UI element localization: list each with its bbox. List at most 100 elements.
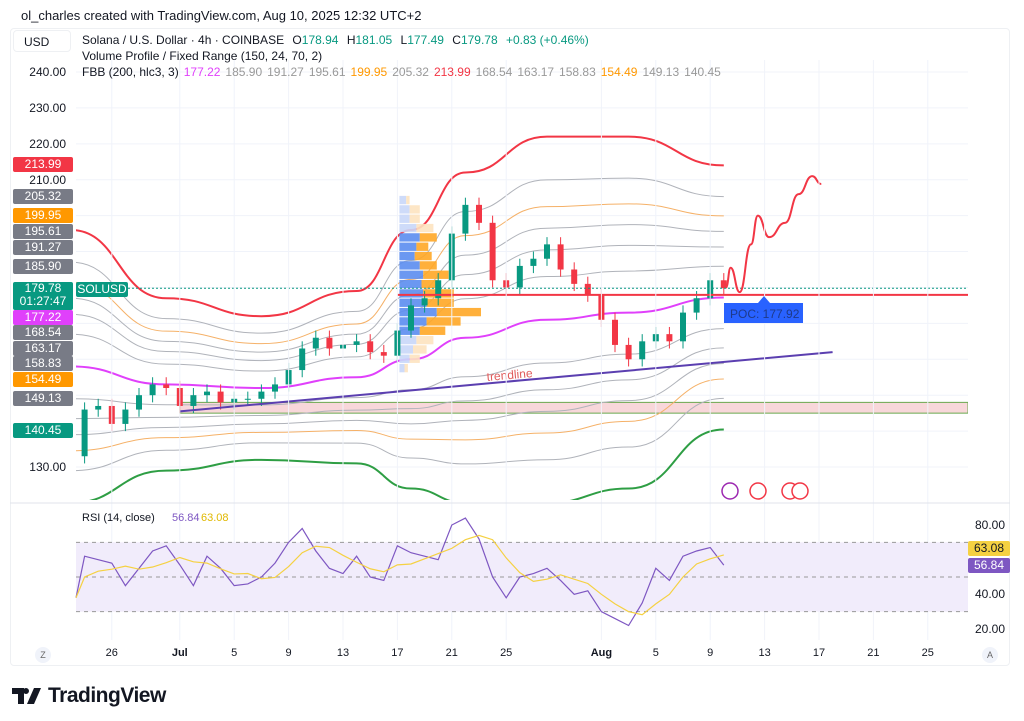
- volume-profile-down-bar: [409, 214, 420, 223]
- volume-profile-up-bar: [399, 289, 424, 298]
- volume-profile-down-bar: [416, 223, 434, 233]
- volume-profile-up-bar: [399, 326, 420, 335]
- candle-body: [312, 337, 319, 349]
- fbb-band-upper: [76, 177, 724, 334]
- fbb-value: 163.17: [517, 65, 555, 79]
- candle-body: [95, 405, 102, 410]
- forecast-path: [725, 175, 822, 294]
- volume-profile-down-bar: [406, 195, 410, 205]
- candle-body: [516, 265, 523, 288]
- chart-frame: [10, 28, 1010, 666]
- candle-body: [122, 409, 129, 424]
- price-tag: 154.49: [13, 372, 73, 387]
- candle-body: [149, 384, 156, 396]
- volume-profile-up-bar: [399, 261, 420, 270]
- fbb-value: 195.61: [308, 65, 346, 79]
- candle-body: [530, 258, 537, 266]
- volume-profile-down-bar: [416, 242, 429, 251]
- time-axis-label: 17: [812, 647, 826, 659]
- price-axis-label: 220.00: [29, 136, 66, 151]
- candle-body: [421, 298, 428, 306]
- volume-profile-down-bar: [421, 279, 439, 289]
- tradingview-logo[interactable]: TradingView: [12, 684, 166, 708]
- price-axis-label: 130.00: [29, 460, 66, 474]
- tradingview-logo-icon: [12, 688, 41, 704]
- volume-profile-down-bar: [414, 251, 432, 261]
- volume-profile-down-bar: [409, 205, 420, 214]
- time-axis-label: 9: [707, 647, 714, 659]
- candle-body: [489, 222, 496, 281]
- fbb-value: 168.54: [475, 65, 513, 79]
- rsi-ma-line: [75, 534, 724, 616]
- price-tag: 163.17: [13, 341, 73, 356]
- credit-line: ol_charles created with TradingView.com,…: [21, 8, 422, 23]
- candle-body: [299, 348, 306, 371]
- low-label: L: [400, 33, 408, 47]
- rsi-pane: [75, 517, 968, 627]
- volume-profile-up-bar: [399, 363, 405, 373]
- time-axis-label: 5: [652, 647, 659, 659]
- price-tag: 195.61: [13, 224, 73, 239]
- volume-profile-up-bar: [399, 307, 437, 317]
- last-price-tag: 179.78 01:27:47: [13, 282, 73, 310]
- volume-profile-down-bar: [413, 345, 427, 354]
- time-axis-label: 25: [500, 647, 513, 659]
- volume-profile-down-bar: [423, 270, 449, 279]
- candle-body: [367, 341, 374, 353]
- poc-tooltip-box: [724, 296, 803, 323]
- close-value: 179.78: [460, 33, 498, 47]
- volume-profile-up-bar: [399, 195, 407, 205]
- high-value: 181.05: [355, 33, 393, 47]
- rsi-title[interactable]: RSI (14, close): [82, 512, 155, 524]
- fbb-value: 158.83: [559, 65, 596, 79]
- fbb-value: 177.22: [183, 65, 221, 79]
- volume-profile-down-bar: [419, 233, 437, 242]
- price-pane: trendline: [76, 71, 968, 500]
- candle-body: [163, 384, 170, 389]
- candle-body: [571, 269, 578, 284]
- rsi-ma-value: 63.08: [201, 512, 229, 524]
- candle-body: [612, 319, 618, 345]
- volume-profile-legend[interactable]: Volume Profile / Fixed Range (150, 24, 7…: [82, 49, 323, 63]
- candle-body: [204, 391, 210, 396]
- rsi-value: 56.84: [172, 512, 200, 524]
- volume-profile-up-bar: [399, 223, 417, 233]
- rsi-axis-label: 40.00: [975, 587, 1006, 602]
- bar-countdown: 01:27:47: [19, 294, 67, 308]
- price-axis-label: 240.00: [29, 65, 66, 79]
- high-label: H: [346, 33, 356, 47]
- price-tag: 149.13: [13, 391, 73, 406]
- volume-profile-up-bar: [399, 242, 417, 251]
- price-axis-label: 230.00: [29, 100, 66, 115]
- time-axis-label: 13: [336, 647, 350, 659]
- candle-body: [693, 298, 700, 313]
- rsi-value-tag: 56.84: [968, 558, 1010, 573]
- candle-body: [544, 244, 550, 259]
- symbol-price-label: SOLUSD: [76, 282, 128, 297]
- symbol-name[interactable]: Solana / U.S. Dollar · 4h · COINBASE: [82, 33, 285, 47]
- candle-body: [476, 204, 482, 223]
- candle-body: [81, 409, 88, 457]
- time-axis-label: 9: [285, 647, 292, 659]
- time-axis-label: 21: [445, 647, 458, 659]
- fbb-value: 199.95: [350, 65, 388, 79]
- volume-profile-up-bar: [399, 335, 417, 345]
- auto-scale-z-button[interactable]: Z: [35, 647, 51, 663]
- time-axis-label: Jul: [171, 647, 188, 659]
- change-value: +0.83 (+0.46%): [505, 33, 589, 47]
- fbb-value: 140.45: [684, 65, 721, 79]
- volume-profile-down-bar: [436, 307, 481, 317]
- candle-body: [353, 341, 360, 345]
- open-value: 178.94: [301, 33, 339, 47]
- fbb-value: 213.99: [433, 65, 471, 79]
- price-tag: 213.99: [13, 157, 73, 172]
- currency-button[interactable]: USD: [13, 30, 71, 52]
- price-tag: 185.90: [13, 259, 73, 274]
- auto-scale-a-button[interactable]: A: [982, 647, 998, 663]
- rsi-axis-label: 20.00: [975, 621, 1006, 636]
- price-tag: 205.32: [13, 189, 73, 204]
- time-axis-label: 13: [758, 647, 771, 659]
- candle-body: [136, 395, 142, 410]
- fbb-legend[interactable]: FBB (200, hlc3, 3) 177.22 185.90 191.27 195.…: [82, 64, 731, 80]
